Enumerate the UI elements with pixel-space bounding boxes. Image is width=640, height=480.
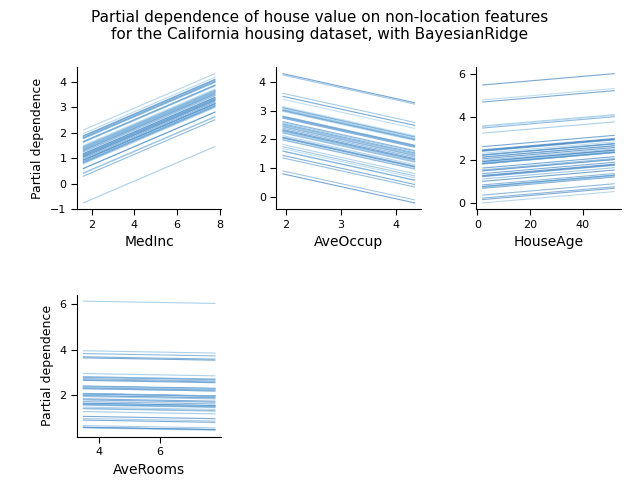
X-axis label: AveOccup: AveOccup xyxy=(314,235,383,249)
Y-axis label: Partial dependence: Partial dependence xyxy=(31,78,44,199)
X-axis label: AveRooms: AveRooms xyxy=(113,463,185,477)
Y-axis label: Partial dependence: Partial dependence xyxy=(41,305,54,426)
Text: Partial dependence of house value on non-location features
for the California ho: Partial dependence of house value on non… xyxy=(92,10,548,42)
X-axis label: MedInc: MedInc xyxy=(124,235,174,249)
X-axis label: HouseAge: HouseAge xyxy=(513,235,584,249)
